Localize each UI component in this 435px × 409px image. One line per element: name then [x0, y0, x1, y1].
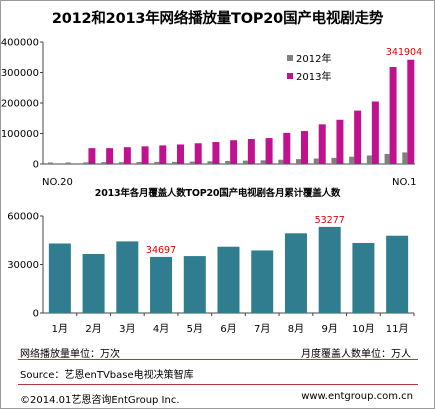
bar-2012 [65, 162, 71, 164]
x-label-end: NO.1 [392, 177, 417, 188]
y-tick-label: 100000 [1, 129, 39, 140]
y-tick-label: 200000 [1, 99, 39, 110]
bar-2012 [331, 157, 337, 164]
bar-month [217, 246, 240, 313]
bar-2013 [301, 131, 308, 164]
bar-2012 [154, 161, 160, 164]
legend-swatch-2012 [287, 55, 293, 61]
peak-value-label: 341904 [386, 47, 422, 58]
bar-2012 [207, 161, 213, 164]
x-tick-label: 8月 [288, 323, 304, 335]
x-tick-label: 2月 [85, 323, 101, 335]
data-annotation: 53277 [315, 215, 345, 226]
bar-2013 [407, 59, 415, 164]
source-note: Source：艺恩enTVbase电视决策智库 [20, 370, 194, 381]
bar-month [183, 256, 206, 313]
y-tick-label: 300000 [1, 68, 39, 79]
bar-2012 [48, 162, 53, 164]
x-tick-label: 10月 [352, 323, 375, 335]
page-title: 2012和2013年网络播放量TOP20国产电视剧走势 [51, 11, 384, 27]
bar-2013 [265, 138, 273, 164]
bar-2012 [136, 162, 142, 164]
bar-2012 [101, 162, 107, 164]
bar-2012 [349, 156, 355, 164]
bar-2013 [389, 67, 397, 164]
y-tick-label: 0 [33, 160, 39, 171]
website-link[interactable]: www.entgroup.com.cn [301, 391, 413, 402]
copyright-text: ©2014.01艺恩咨询EntGroup Inc. [20, 395, 180, 406]
bar-month [386, 235, 409, 313]
bar-2012 [260, 160, 266, 164]
x-tick-label: 11月 [386, 323, 409, 335]
bar-2012 [83, 162, 89, 164]
x-tick-label: 3月 [119, 323, 135, 335]
bar-2012 [384, 153, 390, 164]
x-tick-label: 4月 [153, 323, 169, 335]
bar-month [48, 243, 71, 313]
bar-2013 [336, 119, 344, 164]
bar-month [82, 253, 105, 313]
bar-2013 [194, 143, 202, 164]
bar-2012 [118, 162, 124, 164]
bar-2012 [296, 159, 301, 164]
bar-2013 [283, 132, 291, 164]
bar-2012 [313, 158, 319, 164]
bar-2012 [225, 160, 231, 164]
bar-2013 [141, 146, 149, 164]
bar-month [318, 226, 341, 313]
bar-2013 [159, 145, 167, 164]
bar-2012 [278, 159, 284, 164]
divider-line [18, 359, 418, 360]
chart-subtitle: 2013年各月覆盖人数TOP20国产电视剧各月累计覆盖人数 [94, 188, 341, 199]
bar-month [150, 256, 173, 313]
bar-2013 [371, 101, 379, 164]
bar-month [352, 242, 375, 313]
x-tick-label: 1月 [52, 323, 68, 335]
legend-swatch-2013 [287, 73, 293, 79]
bar-2013 [212, 142, 220, 164]
bar-2013 [88, 148, 96, 164]
bar-2012 [402, 152, 408, 164]
bar-2013 [106, 148, 114, 164]
bar-2013 [354, 110, 362, 164]
bar-2012 [189, 161, 195, 164]
bar-2013 [318, 124, 326, 164]
unit-label-coverage: 月度覆盖人数单位：万人 [301, 349, 411, 360]
bar-month [284, 233, 307, 313]
y-tick-label: 0 [33, 309, 39, 320]
x-tick-label: 9月 [321, 323, 337, 335]
legend-label-2012: 2012年 [296, 52, 331, 65]
bar-2012 [366, 155, 372, 164]
bar-2013 [177, 144, 184, 164]
y-tick-label: 30000 [7, 260, 39, 271]
bar-month [251, 250, 274, 313]
divider-line [18, 384, 418, 385]
y-tick-label: 400000 [1, 38, 39, 49]
x-tick-label: 6月 [220, 323, 236, 335]
bar-2013 [230, 140, 238, 164]
x-label-start: NO.20 [42, 177, 73, 188]
bar-month [116, 241, 139, 313]
unit-label-views: 网络播放量单位：万次 [20, 349, 120, 360]
bar-2013 [123, 147, 131, 164]
data-annotation: 34697 [146, 245, 176, 256]
x-tick-label: 5月 [187, 323, 203, 335]
x-tick-label: 7月 [254, 323, 270, 335]
bar-2012 [242, 160, 248, 164]
legend-label-2013: 2013年 [296, 70, 331, 83]
y-tick-label: 60000 [7, 212, 39, 223]
bar-2013 [247, 138, 255, 164]
bar-2012 [172, 161, 177, 164]
